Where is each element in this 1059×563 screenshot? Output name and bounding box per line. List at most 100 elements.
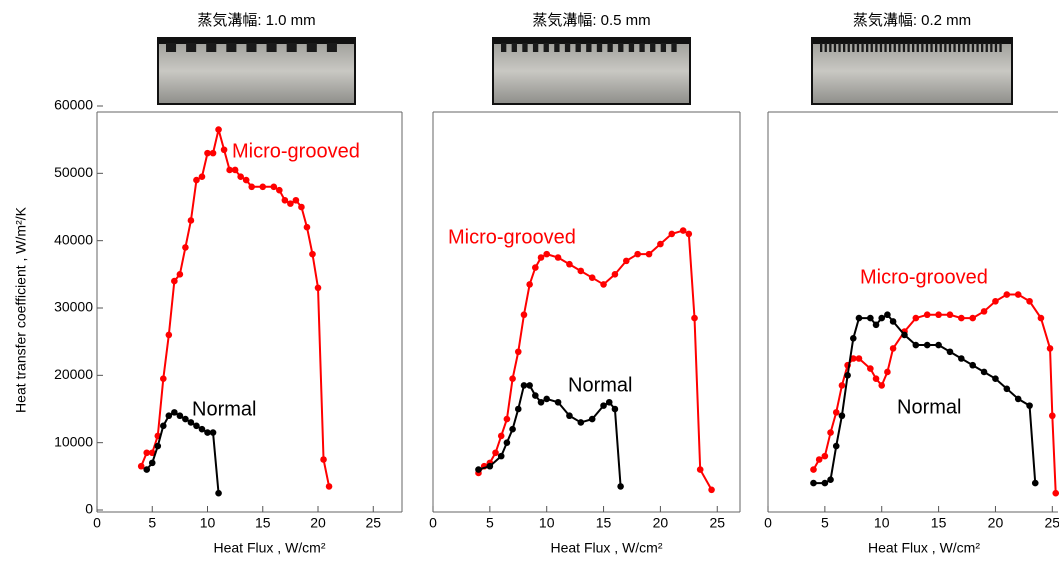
data-point: [143, 449, 151, 457]
groove: [628, 43, 635, 52]
groove: [532, 43, 539, 52]
photo-top-band: [493, 38, 690, 44]
data-point: [486, 462, 494, 470]
data-point: [992, 297, 999, 305]
groove: [875, 43, 878, 52]
data-point: [154, 442, 162, 450]
data-point: [160, 422, 167, 430]
data-point: [176, 412, 184, 420]
data-point: [884, 368, 891, 376]
x-tick-label: 5: [486, 515, 494, 531]
data-point: [215, 126, 222, 133]
groove: [944, 43, 947, 52]
groove: [564, 43, 571, 52]
groove: [870, 43, 873, 52]
groove: [985, 43, 988, 52]
x-tick-label: 5: [148, 515, 156, 531]
data-point: [320, 456, 327, 463]
data-point: [497, 452, 505, 460]
data-point: [889, 345, 897, 352]
data-point: [1003, 291, 1011, 298]
groove: [824, 43, 827, 52]
x-axis-label: Heat Flux , W/cm²: [550, 540, 662, 556]
groove: [976, 43, 979, 52]
y-axis-label: Heat transfer coefficient , W/m²/K: [13, 206, 29, 413]
x-tick-label: 20: [310, 515, 326, 531]
data-point: [503, 439, 511, 446]
data-point: [532, 392, 539, 399]
x-tick-label: 25: [1045, 515, 1059, 531]
groove: [186, 43, 197, 52]
groove: [967, 43, 970, 52]
x-axis-label: Heat Flux , W/cm²: [868, 540, 980, 556]
data-point: [901, 331, 908, 339]
data-point: [855, 314, 863, 322]
data-point: [509, 425, 516, 433]
data-point: [281, 196, 289, 204]
series-label: Normal: [568, 374, 632, 396]
x-tick-label: 15: [596, 515, 612, 531]
data-point: [935, 311, 942, 319]
data-point: [165, 412, 173, 420]
data-point: [577, 267, 585, 275]
data-point: [1026, 402, 1033, 409]
x-tick-label: 0: [764, 515, 772, 531]
x-tick-label: 10: [539, 515, 555, 531]
groove: [650, 43, 656, 52]
data-point: [242, 176, 250, 184]
data-point: [226, 166, 233, 174]
groove: [902, 43, 906, 52]
series-label: Micro-grooved: [860, 266, 988, 288]
data-point: [1014, 395, 1022, 403]
data-point: [497, 432, 505, 440]
groove: [543, 43, 549, 52]
data-point: [314, 284, 322, 292]
data-point: [622, 257, 630, 265]
data-point: [526, 382, 533, 389]
series-line: [477, 229, 713, 491]
data-point: [832, 409, 840, 416]
groove: [953, 43, 956, 52]
data-point: [912, 314, 920, 322]
groove: [660, 43, 667, 52]
groove: [847, 43, 850, 52]
groove: [326, 43, 337, 52]
data-point: [204, 149, 211, 157]
data-point: [566, 260, 573, 268]
data-point: [276, 186, 283, 194]
data-point: [923, 311, 931, 319]
data-point: [309, 250, 316, 258]
x-axis-label: Heat Flux , W/cm²: [213, 540, 325, 556]
groove: [501, 43, 507, 52]
groove: [861, 43, 864, 52]
data-point: [248, 183, 256, 191]
data-point: [1014, 291, 1022, 298]
groove: [522, 43, 528, 52]
data-point: [554, 398, 562, 406]
groove: [962, 43, 965, 52]
series-label: Micro-grooved: [448, 226, 576, 248]
x-tick-label: 0: [429, 515, 437, 531]
data-point: [821, 479, 829, 487]
x-tick-label: 5: [821, 515, 829, 531]
data-point: [832, 442, 840, 450]
groove: [843, 43, 846, 52]
photo-top-band: [158, 38, 355, 44]
chart-title: 蒸気溝幅: 0.2 mm: [853, 12, 971, 29]
groove: [912, 43, 915, 52]
groove: [866, 43, 869, 52]
data-point: [537, 398, 545, 406]
data-point: [176, 271, 184, 278]
data-point: [160, 375, 167, 383]
groove: [554, 43, 560, 52]
data-point: [187, 419, 195, 426]
data-point: [878, 382, 886, 389]
series-line: [140, 129, 331, 487]
data-point: [600, 281, 607, 288]
data-point: [566, 412, 573, 420]
groove: [838, 43, 841, 52]
groove: [306, 43, 317, 52]
data-point: [958, 355, 965, 362]
groove: [575, 43, 581, 52]
